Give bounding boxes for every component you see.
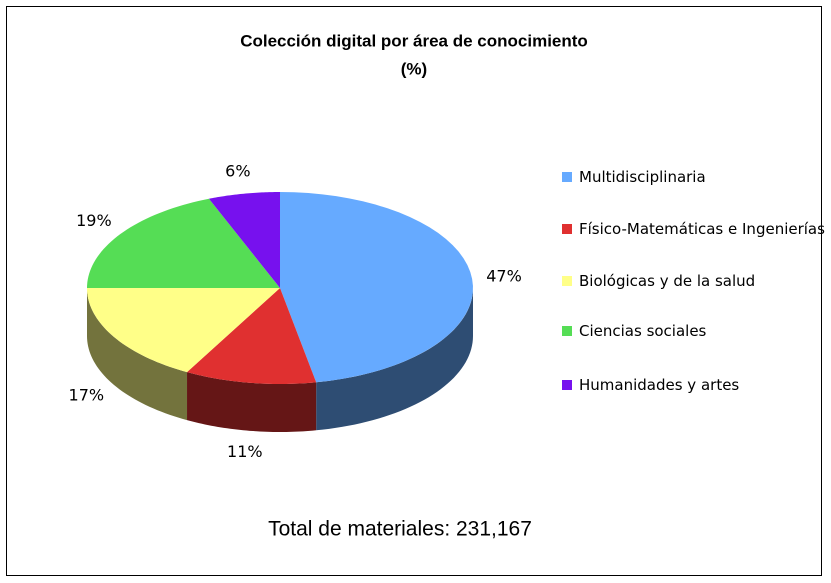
- legend-label: Físico-Matemáticas e Ingenierías: [579, 220, 825, 238]
- data-label: 19%: [76, 211, 112, 230]
- legend-item: Biológicas y de la salud: [562, 272, 829, 291]
- data-label: 17%: [69, 386, 105, 405]
- chart-title: Colección digital por área de conocimien…: [240, 31, 588, 50]
- legend-item: Físico-Matemáticas e Ingenierías: [562, 220, 829, 239]
- data-label: 47%: [486, 266, 522, 285]
- legend-item: Ciencias sociales: [562, 322, 829, 341]
- pie-slice: [208, 192, 280, 288]
- pie-side: [316, 288, 473, 431]
- legend-label: Biológicas y de la salud: [579, 272, 756, 290]
- annotation: Total de materiales: 231,167: [268, 518, 532, 541]
- pie-slice: [187, 288, 317, 384]
- pie-side: [87, 288, 188, 421]
- legend-label: Humanidades y artes: [579, 376, 740, 394]
- legend-label: Ciencias sociales: [579, 322, 707, 340]
- legend-swatch: [562, 380, 572, 390]
- data-label: 6%: [225, 162, 250, 181]
- legend-swatch: [562, 172, 572, 182]
- pie-slice: [87, 198, 280, 288]
- data-label: 11%: [227, 442, 263, 461]
- legend-item: Humanidades y artes: [562, 376, 829, 395]
- legend-label: Multidisciplinaria: [579, 168, 706, 186]
- legend-swatch: [562, 326, 572, 336]
- legend-swatch: [562, 276, 572, 286]
- pie-side: [187, 372, 317, 432]
- legend-swatch: [562, 224, 572, 234]
- legend-item: Multidisciplinaria: [562, 168, 829, 187]
- pie-slice: [280, 192, 473, 383]
- chart-subtitle: (%): [401, 59, 427, 78]
- pie-slice: [87, 288, 280, 373]
